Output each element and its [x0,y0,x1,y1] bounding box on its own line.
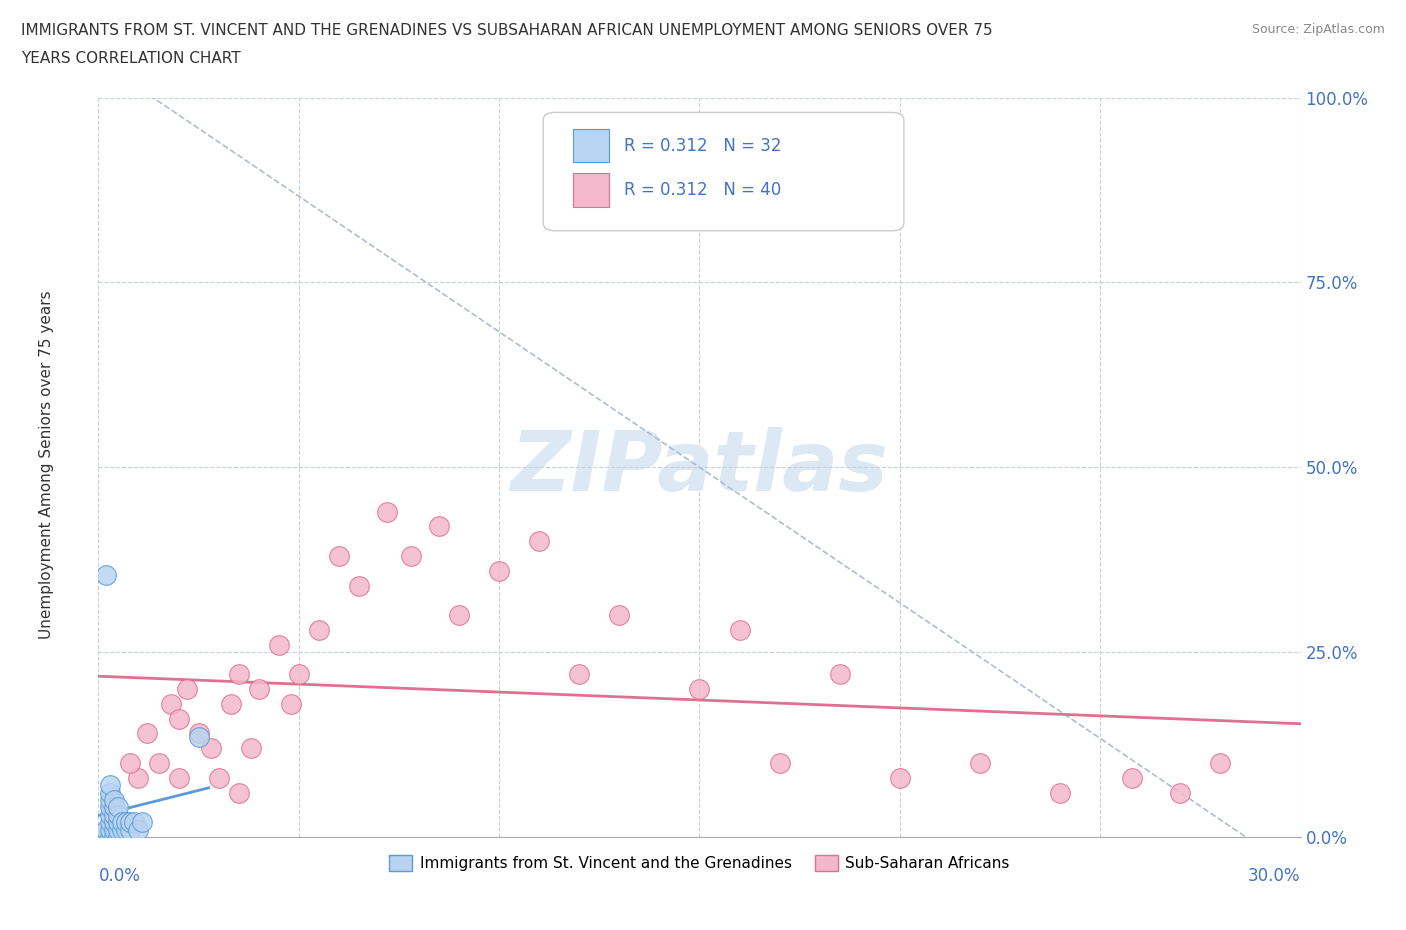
Point [219,697,242,711]
Point [427,519,450,534]
Point [568,667,591,682]
Point [200,741,222,756]
Point [288,667,311,682]
Point [228,785,250,800]
Point [96,567,118,582]
Text: IMMIGRANTS FROM ST. VINCENT AND THE GRENADINES VS SUBSAHARAN AFRICAN UNEMPLOYMEN: IMMIGRANTS FROM ST. VINCENT AND THE GREN… [21,23,993,38]
Point [100,785,122,800]
Point [128,770,150,785]
Point [100,807,122,822]
Point [1209,755,1232,770]
Point [107,822,129,837]
Point [969,755,991,770]
Point [100,800,122,815]
Point [120,815,142,830]
Point [103,800,125,815]
FancyBboxPatch shape [574,129,609,163]
Point [96,822,118,837]
Text: YEARS CORRELATION CHART: YEARS CORRELATION CHART [21,51,240,66]
FancyBboxPatch shape [543,113,904,231]
Point [828,667,851,682]
Point [187,730,209,745]
Point [728,622,751,637]
Point [100,822,122,837]
Point [208,770,231,785]
Text: 30.0%: 30.0% [1249,867,1301,884]
Point [239,741,262,756]
Point [96,830,118,844]
Legend: Immigrants from St. Vincent and the Grenadines, Sub-Saharan Africans: Immigrants from St. Vincent and the Gren… [384,849,1015,877]
Point [103,807,125,822]
Point [107,800,129,815]
Point [176,682,198,697]
Point [889,770,911,785]
Point [328,549,350,564]
Point [347,578,370,593]
Point [107,830,129,844]
Text: ZIPatlas: ZIPatlas [510,427,889,508]
Point [148,755,170,770]
Point [167,770,190,785]
Text: R = 0.312   N = 32: R = 0.312 N = 32 [624,137,782,154]
Point [111,822,134,837]
Point [688,682,710,697]
Point [167,711,190,726]
Text: 0.0%: 0.0% [98,867,141,884]
Point [399,549,422,564]
Point [100,830,122,844]
Point [529,534,551,549]
Point [267,637,290,652]
Point [1121,770,1143,785]
Point [103,822,125,837]
Point [609,608,631,623]
FancyBboxPatch shape [574,173,609,206]
Point [247,682,270,697]
Point [124,815,146,830]
Point [107,807,129,822]
Point [159,697,181,711]
Point [447,608,470,623]
Point [111,815,134,830]
Point [280,697,302,711]
Point [103,830,125,844]
Point [308,622,330,637]
Point [128,822,150,837]
Point [115,822,138,837]
Point [120,755,142,770]
Point [120,822,142,837]
Point [103,815,125,830]
Point [115,815,138,830]
Text: Unemployment Among Seniors over 75 years: Unemployment Among Seniors over 75 years [39,291,53,639]
Point [131,815,153,830]
Point [107,815,129,830]
Point [228,667,250,682]
Point [103,792,125,807]
Point [187,726,209,741]
Text: Source: ZipAtlas.com: Source: ZipAtlas.com [1251,23,1385,36]
Point [1170,785,1192,800]
Text: R = 0.312   N = 40: R = 0.312 N = 40 [624,181,780,199]
Point [375,504,398,519]
Point [135,726,157,741]
Point [100,777,122,792]
Point [1049,785,1071,800]
Point [488,564,510,578]
Point [768,755,790,770]
Point [100,792,122,807]
Point [100,815,122,830]
